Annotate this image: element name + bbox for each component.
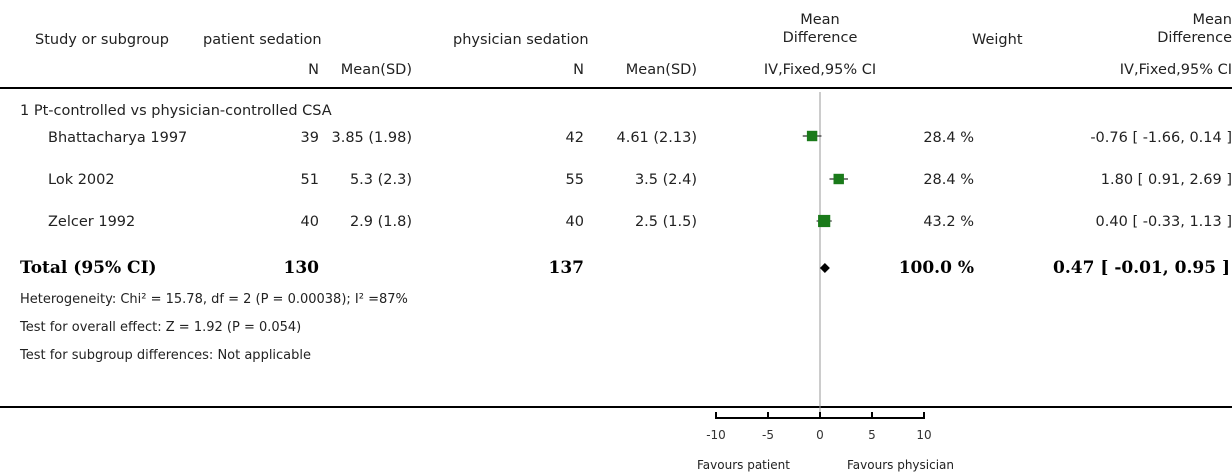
header-md-plot-line2: Difference bbox=[782, 30, 858, 46]
header-md-text-line1: Mean bbox=[1192, 12, 1232, 28]
x-tick-label: -5 bbox=[762, 428, 774, 442]
study-marker bbox=[818, 214, 831, 228]
total-n1: 130 bbox=[283, 258, 320, 278]
x-tick-label: -10 bbox=[706, 428, 726, 442]
header-group1: patient sedation bbox=[203, 32, 322, 48]
study-n1: 51 bbox=[300, 172, 319, 188]
study-marker bbox=[806, 130, 818, 142]
header-study: Study or subgroup bbox=[35, 32, 169, 48]
header-weight: Weight bbox=[972, 32, 1023, 48]
header-group2: physician sedation bbox=[453, 32, 589, 48]
header-md-text-line2: Difference bbox=[1157, 30, 1232, 46]
study-n2: 42 bbox=[565, 130, 584, 146]
study-mean2: 3.5 (2.4) bbox=[634, 172, 697, 188]
x-tick-label: 5 bbox=[868, 428, 876, 442]
study-name: Zelcer 1992 bbox=[48, 214, 136, 230]
total-weight: 100.0 % bbox=[898, 258, 974, 278]
study-weight: 28.4 % bbox=[923, 130, 974, 146]
study-n2: 40 bbox=[565, 214, 584, 230]
study-mean2: 2.5 (1.5) bbox=[634, 214, 697, 230]
study-weight: 43.2 % bbox=[923, 214, 974, 230]
favours-right-label: Favours physician bbox=[847, 458, 955, 472]
total-label: Total (95% CI) bbox=[20, 258, 157, 278]
study-ci-text: 1.80 [ 0.91, 2.69 ] bbox=[1100, 172, 1232, 188]
study-n2: 55 bbox=[565, 172, 584, 188]
study-name: Lok 2002 bbox=[48, 172, 115, 188]
header-method-text: IV,Fixed,95% CI bbox=[1119, 62, 1232, 78]
study-ci-text: 0.40 [ -0.33, 1.13 ] bbox=[1095, 214, 1232, 230]
study-n1: 40 bbox=[300, 214, 319, 230]
header-mean2: Mean(SD) bbox=[625, 62, 697, 78]
study-ci-text: -0.76 [ -1.66, 0.14 ] bbox=[1090, 130, 1232, 146]
total-n2: 137 bbox=[548, 258, 585, 278]
favours-left-label: Favours patient bbox=[697, 458, 790, 472]
study-mean1: 3.85 (1.98) bbox=[331, 130, 413, 146]
header-n2: N bbox=[573, 62, 584, 78]
subgroup-label: 1 Pt-controlled vs physician-controlled … bbox=[20, 103, 332, 119]
study-mean1: 2.9 (1.8) bbox=[349, 214, 412, 230]
study-mean2: 4.61 (2.13) bbox=[616, 130, 698, 146]
header-mean1: Mean(SD) bbox=[340, 62, 412, 78]
subgroup-differences-note: Test for subgroup differences: Not appli… bbox=[20, 348, 312, 363]
total-ci-text: 0.47 [ -0.01, 0.95 ] bbox=[1053, 258, 1230, 278]
study-marker bbox=[833, 173, 844, 185]
pooled-diamond bbox=[819, 263, 830, 273]
study-name: Bhattacharya 1997 bbox=[48, 130, 188, 146]
footer-rule bbox=[0, 406, 1232, 408]
header-n1: N bbox=[308, 62, 319, 78]
x-tick-label: 10 bbox=[916, 428, 931, 442]
header-md-plot-line1: Mean bbox=[800, 12, 840, 28]
x-tick-label: 0 bbox=[816, 428, 824, 442]
study-weight: 28.4 % bbox=[923, 172, 974, 188]
study-mean1: 5.3 (2.3) bbox=[349, 172, 412, 188]
heterogeneity-note: Heterogeneity: Chi² = 15.78, df = 2 (P =… bbox=[20, 292, 408, 307]
header-rule bbox=[0, 87, 1232, 89]
study-n1: 39 bbox=[300, 130, 319, 146]
header-method-plot: IV,Fixed,95% CI bbox=[763, 62, 877, 78]
overall-effect-note: Test for overall effect: Z = 1.92 (P = 0… bbox=[20, 320, 302, 335]
